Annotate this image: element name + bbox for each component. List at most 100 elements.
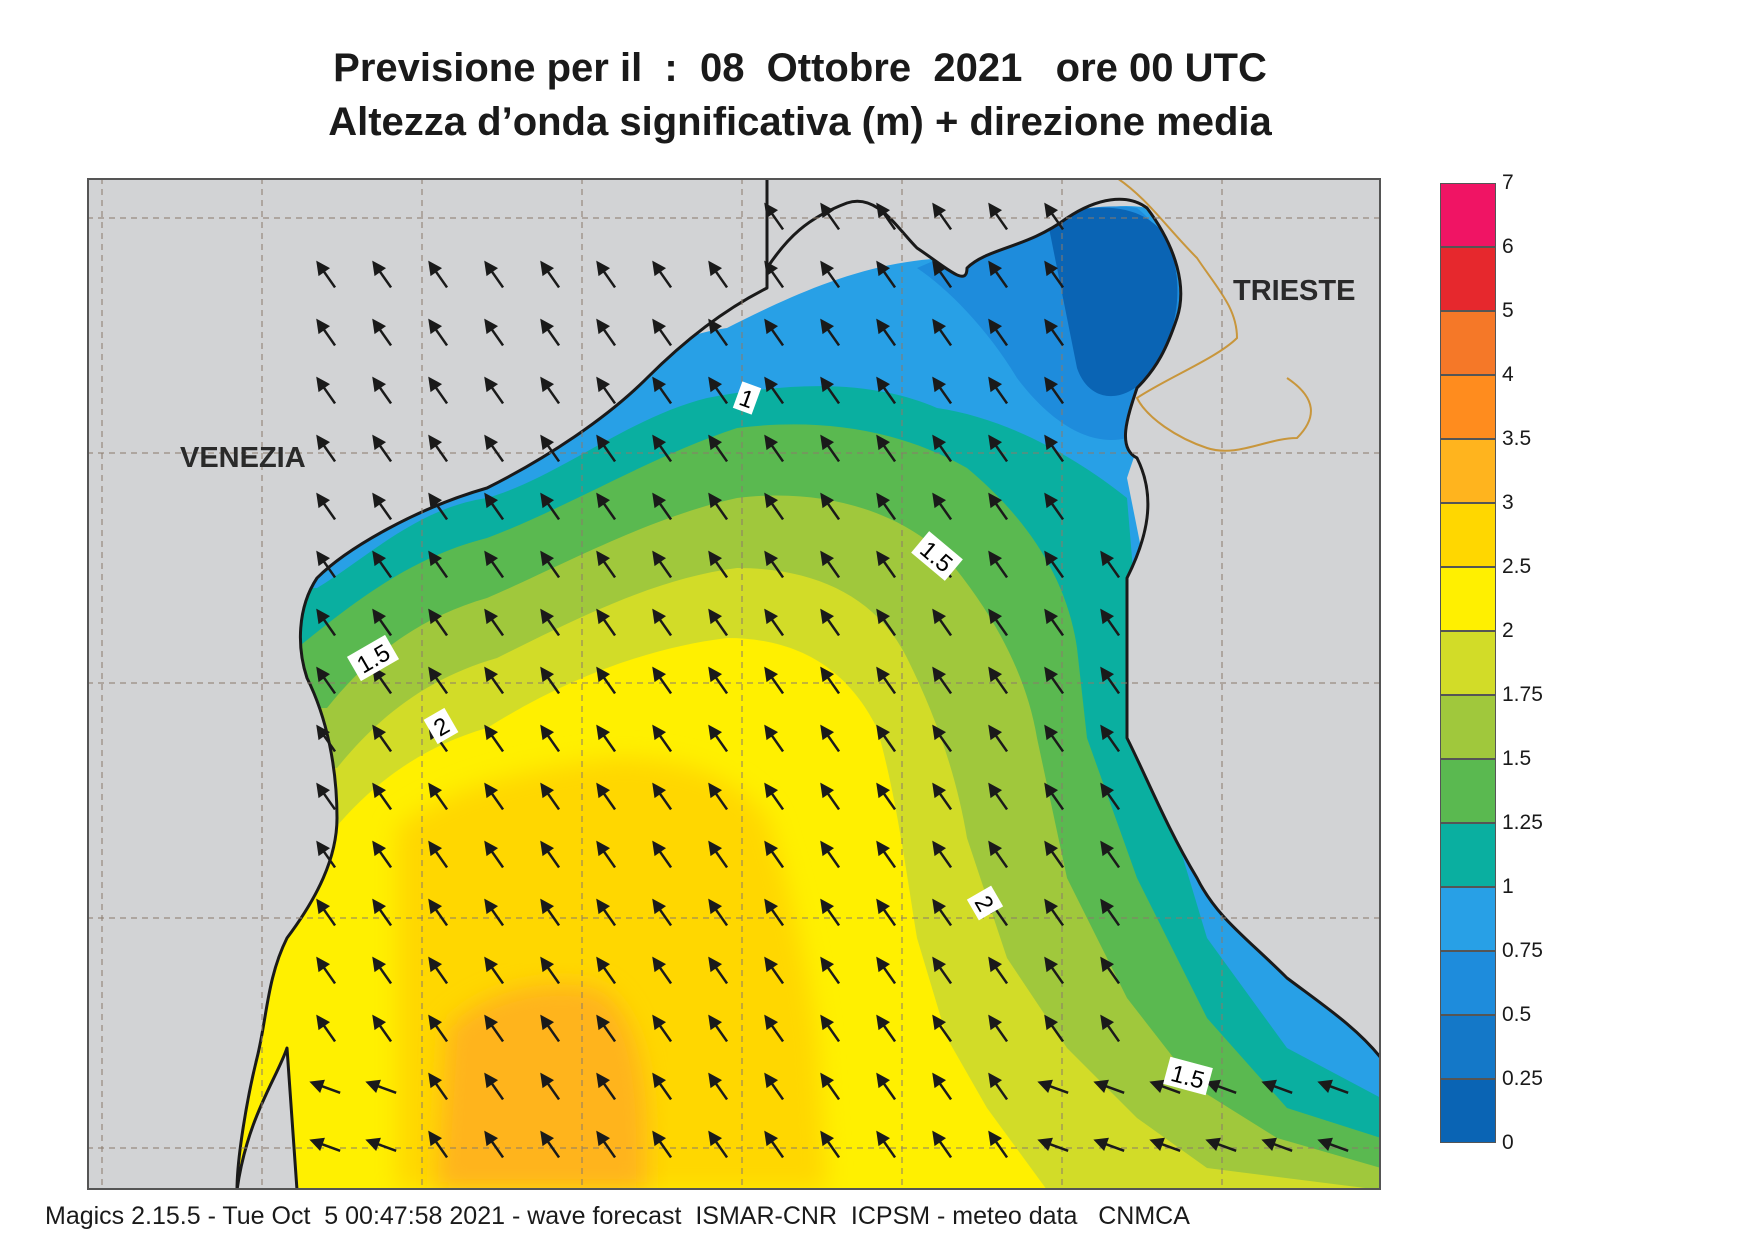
direction-arrow bbox=[820, 956, 841, 985]
direction-arrow bbox=[652, 724, 673, 753]
direction-arrow bbox=[988, 724, 1009, 753]
colorbar-swatch bbox=[1440, 439, 1496, 503]
direction-arrow bbox=[428, 666, 449, 695]
colorbar-swatch bbox=[1440, 759, 1496, 823]
direction-arrow bbox=[820, 318, 841, 347]
colorbar-tick-label: 1.75 bbox=[1502, 683, 1543, 706]
direction-arrow bbox=[484, 492, 505, 521]
direction-arrow bbox=[540, 260, 561, 289]
direction-arrow bbox=[988, 1130, 1009, 1159]
direction-arrow bbox=[596, 434, 617, 463]
direction-arrow bbox=[988, 550, 1009, 579]
direction-arrow bbox=[540, 608, 561, 637]
direction-arrow bbox=[820, 782, 841, 811]
direction-arrow bbox=[1100, 1014, 1121, 1043]
direction-arrow bbox=[1044, 492, 1065, 521]
direction-arrow bbox=[596, 956, 617, 985]
direction-arrow bbox=[540, 376, 561, 405]
colorbar-tick-label: 0 bbox=[1502, 1131, 1514, 1154]
direction-arrow bbox=[540, 666, 561, 695]
direction-arrow bbox=[372, 724, 393, 753]
direction-arrow bbox=[764, 434, 785, 463]
direction-arrow bbox=[988, 202, 1009, 231]
direction-arrow bbox=[764, 666, 785, 695]
direction-arrow bbox=[708, 608, 729, 637]
direction-arrow bbox=[1044, 318, 1065, 347]
direction-arrow bbox=[988, 318, 1009, 347]
land-west bbox=[87, 178, 769, 1190]
colorbar bbox=[1440, 183, 1496, 1143]
direction-arrow bbox=[708, 666, 729, 695]
direction-arrow bbox=[932, 1072, 953, 1101]
direction-arrow bbox=[932, 260, 953, 289]
direction-arrow bbox=[988, 492, 1009, 521]
direction-arrow bbox=[484, 666, 505, 695]
direction-arrow bbox=[316, 260, 337, 289]
direction-arrow bbox=[876, 376, 897, 405]
direction-arrow bbox=[820, 550, 841, 579]
footer-credits: Magics 2.15.5 - Tue Oct 5 00:47:58 2021 … bbox=[45, 1202, 1190, 1230]
direction-arrow bbox=[540, 434, 561, 463]
direction-arrow bbox=[316, 1014, 337, 1043]
direction-arrow bbox=[1100, 550, 1121, 579]
direction-arrows bbox=[309, 202, 1349, 1159]
map-subtitle: Altezza d’onda significativa (m) + direz… bbox=[328, 100, 1272, 144]
direction-arrow bbox=[484, 724, 505, 753]
direction-arrow bbox=[652, 1072, 673, 1101]
direction-arrow bbox=[652, 376, 673, 405]
direction-arrow bbox=[932, 376, 953, 405]
direction-arrow bbox=[764, 376, 785, 405]
direction-arrow bbox=[316, 956, 337, 985]
direction-arrow bbox=[764, 782, 785, 811]
direction-arrow bbox=[372, 260, 393, 289]
direction-arrow bbox=[1100, 666, 1121, 695]
colorbar-tick-label: 0.5 bbox=[1502, 1003, 1532, 1026]
direction-arrow bbox=[1037, 1137, 1069, 1152]
colorbar-swatch bbox=[1440, 375, 1496, 439]
direction-arrow bbox=[652, 318, 673, 347]
direction-arrow bbox=[876, 550, 897, 579]
direction-arrow bbox=[596, 550, 617, 579]
direction-arrow bbox=[596, 1072, 617, 1101]
direction-arrow bbox=[1100, 782, 1121, 811]
colorbar-tick-label: 5 bbox=[1502, 299, 1514, 322]
direction-arrow bbox=[484, 608, 505, 637]
direction-arrow bbox=[1044, 550, 1065, 579]
direction-arrow bbox=[876, 956, 897, 985]
national-border bbox=[1116, 178, 1312, 452]
direction-arrow bbox=[708, 898, 729, 927]
colorbar-tick-label: 0.75 bbox=[1502, 939, 1543, 962]
sea-field bbox=[87, 206, 1381, 1190]
colorbar-swatch bbox=[1440, 567, 1496, 631]
direction-arrow bbox=[708, 318, 729, 347]
direction-arrow bbox=[372, 434, 393, 463]
direction-arrow bbox=[764, 840, 785, 869]
direction-arrow bbox=[1044, 608, 1065, 637]
direction-arrow bbox=[596, 724, 617, 753]
direction-arrow bbox=[652, 782, 673, 811]
direction-arrow bbox=[428, 318, 449, 347]
direction-arrow bbox=[316, 724, 337, 753]
direction-arrow bbox=[932, 202, 953, 231]
colorbar-tick-label: 3.5 bbox=[1502, 427, 1532, 450]
direction-arrow bbox=[428, 898, 449, 927]
direction-arrow bbox=[428, 434, 449, 463]
direction-arrow bbox=[764, 898, 785, 927]
direction-arrow bbox=[372, 376, 393, 405]
direction-arrow bbox=[652, 666, 673, 695]
direction-arrow bbox=[540, 492, 561, 521]
direction-arrow bbox=[1317, 1137, 1349, 1152]
direction-arrow bbox=[1205, 1137, 1237, 1152]
direction-arrow bbox=[932, 434, 953, 463]
colorbar-tick-label: 2 bbox=[1502, 619, 1514, 642]
direction-arrow bbox=[1044, 376, 1065, 405]
colorbar-tick-label: 1 bbox=[1502, 875, 1514, 898]
direction-arrow bbox=[764, 492, 785, 521]
direction-arrow bbox=[876, 1072, 897, 1101]
sea-band-0.25 bbox=[1047, 207, 1178, 397]
direction-arrow bbox=[1205, 1079, 1237, 1094]
direction-arrow bbox=[428, 782, 449, 811]
direction-arrow bbox=[820, 434, 841, 463]
direction-arrow bbox=[484, 782, 505, 811]
direction-arrow bbox=[372, 956, 393, 985]
